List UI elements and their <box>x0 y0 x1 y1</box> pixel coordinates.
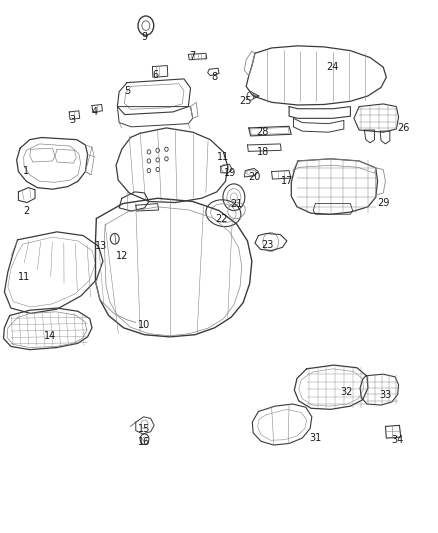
Text: 16: 16 <box>138 438 151 447</box>
Text: 14: 14 <box>44 331 57 341</box>
Text: 34: 34 <box>392 435 404 445</box>
Text: 32: 32 <box>340 387 352 397</box>
Text: 31: 31 <box>309 433 321 443</box>
Text: 4: 4 <box>91 107 97 117</box>
Text: 28: 28 <box>257 127 269 137</box>
Text: 26: 26 <box>397 123 409 133</box>
Text: 17: 17 <box>281 176 293 186</box>
Text: 11: 11 <box>18 272 30 282</box>
Text: 8: 8 <box>212 72 218 82</box>
Text: 25: 25 <box>239 96 251 106</box>
Text: 24: 24 <box>327 62 339 71</box>
Text: 29: 29 <box>377 198 389 207</box>
Text: 2: 2 <box>23 206 29 215</box>
Text: 6: 6 <box>152 70 159 79</box>
Text: 15: 15 <box>138 424 151 434</box>
Text: 11: 11 <box>217 152 230 162</box>
Text: 18: 18 <box>257 147 269 157</box>
Text: 23: 23 <box>261 240 273 250</box>
Text: 19: 19 <box>224 168 236 178</box>
Text: 13: 13 <box>95 241 107 251</box>
Text: 7: 7 <box>190 51 196 61</box>
Text: 20: 20 <box>248 172 260 182</box>
Text: 9: 9 <box>141 33 148 42</box>
Text: 21: 21 <box>230 199 243 209</box>
Text: 1: 1 <box>23 166 29 175</box>
Text: 3: 3 <box>69 115 75 125</box>
Text: 22: 22 <box>215 214 227 223</box>
Text: 12: 12 <box>117 251 129 261</box>
Text: 5: 5 <box>124 86 130 95</box>
Text: 33: 33 <box>379 391 392 400</box>
Text: 10: 10 <box>138 320 151 330</box>
